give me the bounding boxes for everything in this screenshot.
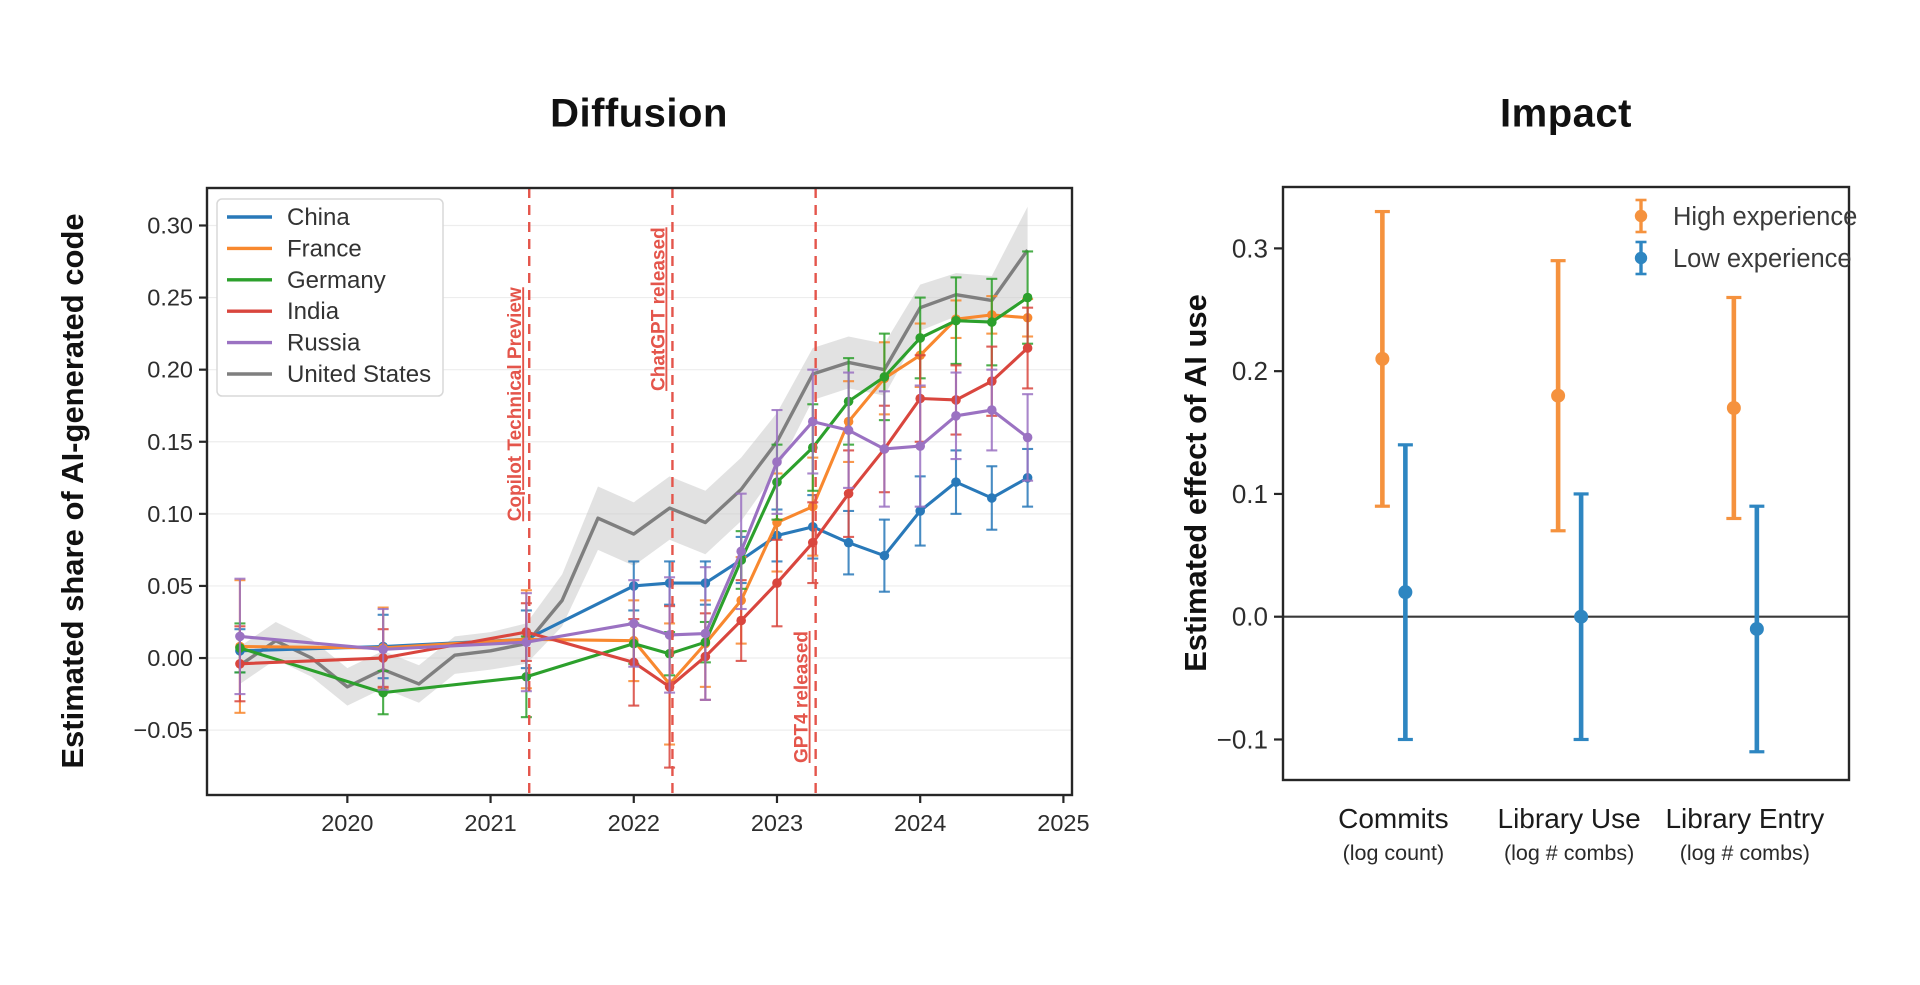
event-label: GPT4 released [792, 631, 813, 763]
marker-russia [1022, 432, 1033, 443]
y-tick-label: 0.20 [147, 357, 193, 383]
marker-china [915, 506, 925, 516]
marker-india [772, 578, 782, 588]
y-tick-label: 0.3 [1232, 233, 1268, 263]
marker-germany [951, 315, 961, 326]
marker-china [987, 493, 997, 503]
marker-china [951, 477, 961, 487]
event-label: ChatGPT released [648, 227, 669, 391]
marker-germany [1022, 292, 1033, 303]
y-tick-label: 0.05 [147, 573, 193, 599]
series-line-united-states [238, 249, 1029, 689]
legend-glyph-dot-high-experience [1634, 209, 1648, 223]
legend-label: Germany [287, 267, 386, 294]
diffusion-plot-frame [205, 186, 1074, 797]
legend-label: France [287, 235, 362, 262]
legend-label: China [287, 204, 350, 231]
point-high-experience [1551, 388, 1566, 403]
point-low-experience [1574, 609, 1589, 624]
legend-label: High experience [1673, 203, 1857, 231]
category-label: Commits [1338, 803, 1448, 834]
diffusion-legend: China France Germany India Russia United Stat… [216, 198, 444, 397]
y-tick-label: 0.2 [1232, 356, 1268, 386]
us-confidence-band [239, 206, 1028, 706]
y-tick-label: 0.25 [147, 285, 193, 311]
marker-russia [915, 441, 925, 451]
y-tick-label: 0.15 [147, 429, 193, 455]
marker-russia [235, 631, 245, 642]
legend-glyph-dot-low-experience [1634, 251, 1648, 265]
impact-plot-frame [1281, 185, 1851, 782]
impact-title: Impact [1500, 91, 1632, 136]
marker-germany [915, 333, 925, 343]
diffusion-title: Diffusion [550, 91, 728, 136]
legend-label: Russia [287, 330, 361, 357]
category-sublabel: (log # combs) [1504, 841, 1634, 865]
point-high-experience [1726, 400, 1741, 415]
marker-germany [879, 372, 890, 382]
y-tick-label: 0.30 [147, 212, 193, 238]
marker-china [843, 537, 854, 548]
category-label: Library Entry [1665, 803, 1824, 834]
y-tick-label: 0.0 [1232, 602, 1268, 632]
marker-russia [378, 644, 388, 655]
point-low-experience [1398, 585, 1413, 600]
marker-india [843, 488, 854, 499]
legend-label: United States [287, 361, 431, 388]
marker-russia [807, 416, 818, 427]
marker-india [736, 615, 746, 626]
category-label: Library Use [1498, 803, 1641, 834]
diffusion-chart: Copilot Technical Preview ChatGPT release… [134, 186, 1090, 836]
marker-russia [843, 425, 854, 436]
x-tick-label: 2025 [1037, 810, 1089, 836]
y-tick-label: −0.05 [134, 717, 193, 743]
x-tick-label: 2020 [321, 810, 373, 836]
y-tick-label: 0.10 [147, 501, 193, 527]
legend-label: India [287, 298, 340, 325]
marker-russia [700, 628, 711, 639]
marker-russia [736, 546, 746, 557]
x-tick-label: 2024 [894, 810, 946, 836]
y-tick-label: 0.00 [147, 645, 193, 671]
y-tick-label: −0.1 [1217, 724, 1268, 754]
category-sublabel: (log count) [1343, 841, 1445, 865]
legend-box [216, 198, 444, 397]
marker-russia [772, 457, 782, 467]
marker-russia [951, 411, 961, 421]
impact-chart: 0.3 0.2 0.1 0.0 −0.1 Commits (log count) Librar… [1217, 185, 1857, 865]
x-tick-label: 2022 [608, 810, 660, 836]
marker-india [1022, 343, 1033, 353]
marker-germany [987, 317, 997, 327]
y-tick-label: 0.1 [1232, 479, 1268, 509]
event-label: Copilot Technical Preview [505, 287, 526, 521]
marker-china [879, 550, 890, 561]
point-high-experience [1375, 351, 1390, 366]
marker-russia [879, 444, 890, 454]
x-tick-label: 2021 [464, 810, 516, 836]
marker-russia [628, 618, 639, 629]
category-sublabel: (log # combs) [1680, 841, 1810, 865]
legend-label: Low experience [1673, 245, 1852, 273]
marker-russia [987, 405, 997, 415]
x-tick-label: 2023 [751, 810, 803, 836]
point-low-experience [1749, 621, 1764, 636]
